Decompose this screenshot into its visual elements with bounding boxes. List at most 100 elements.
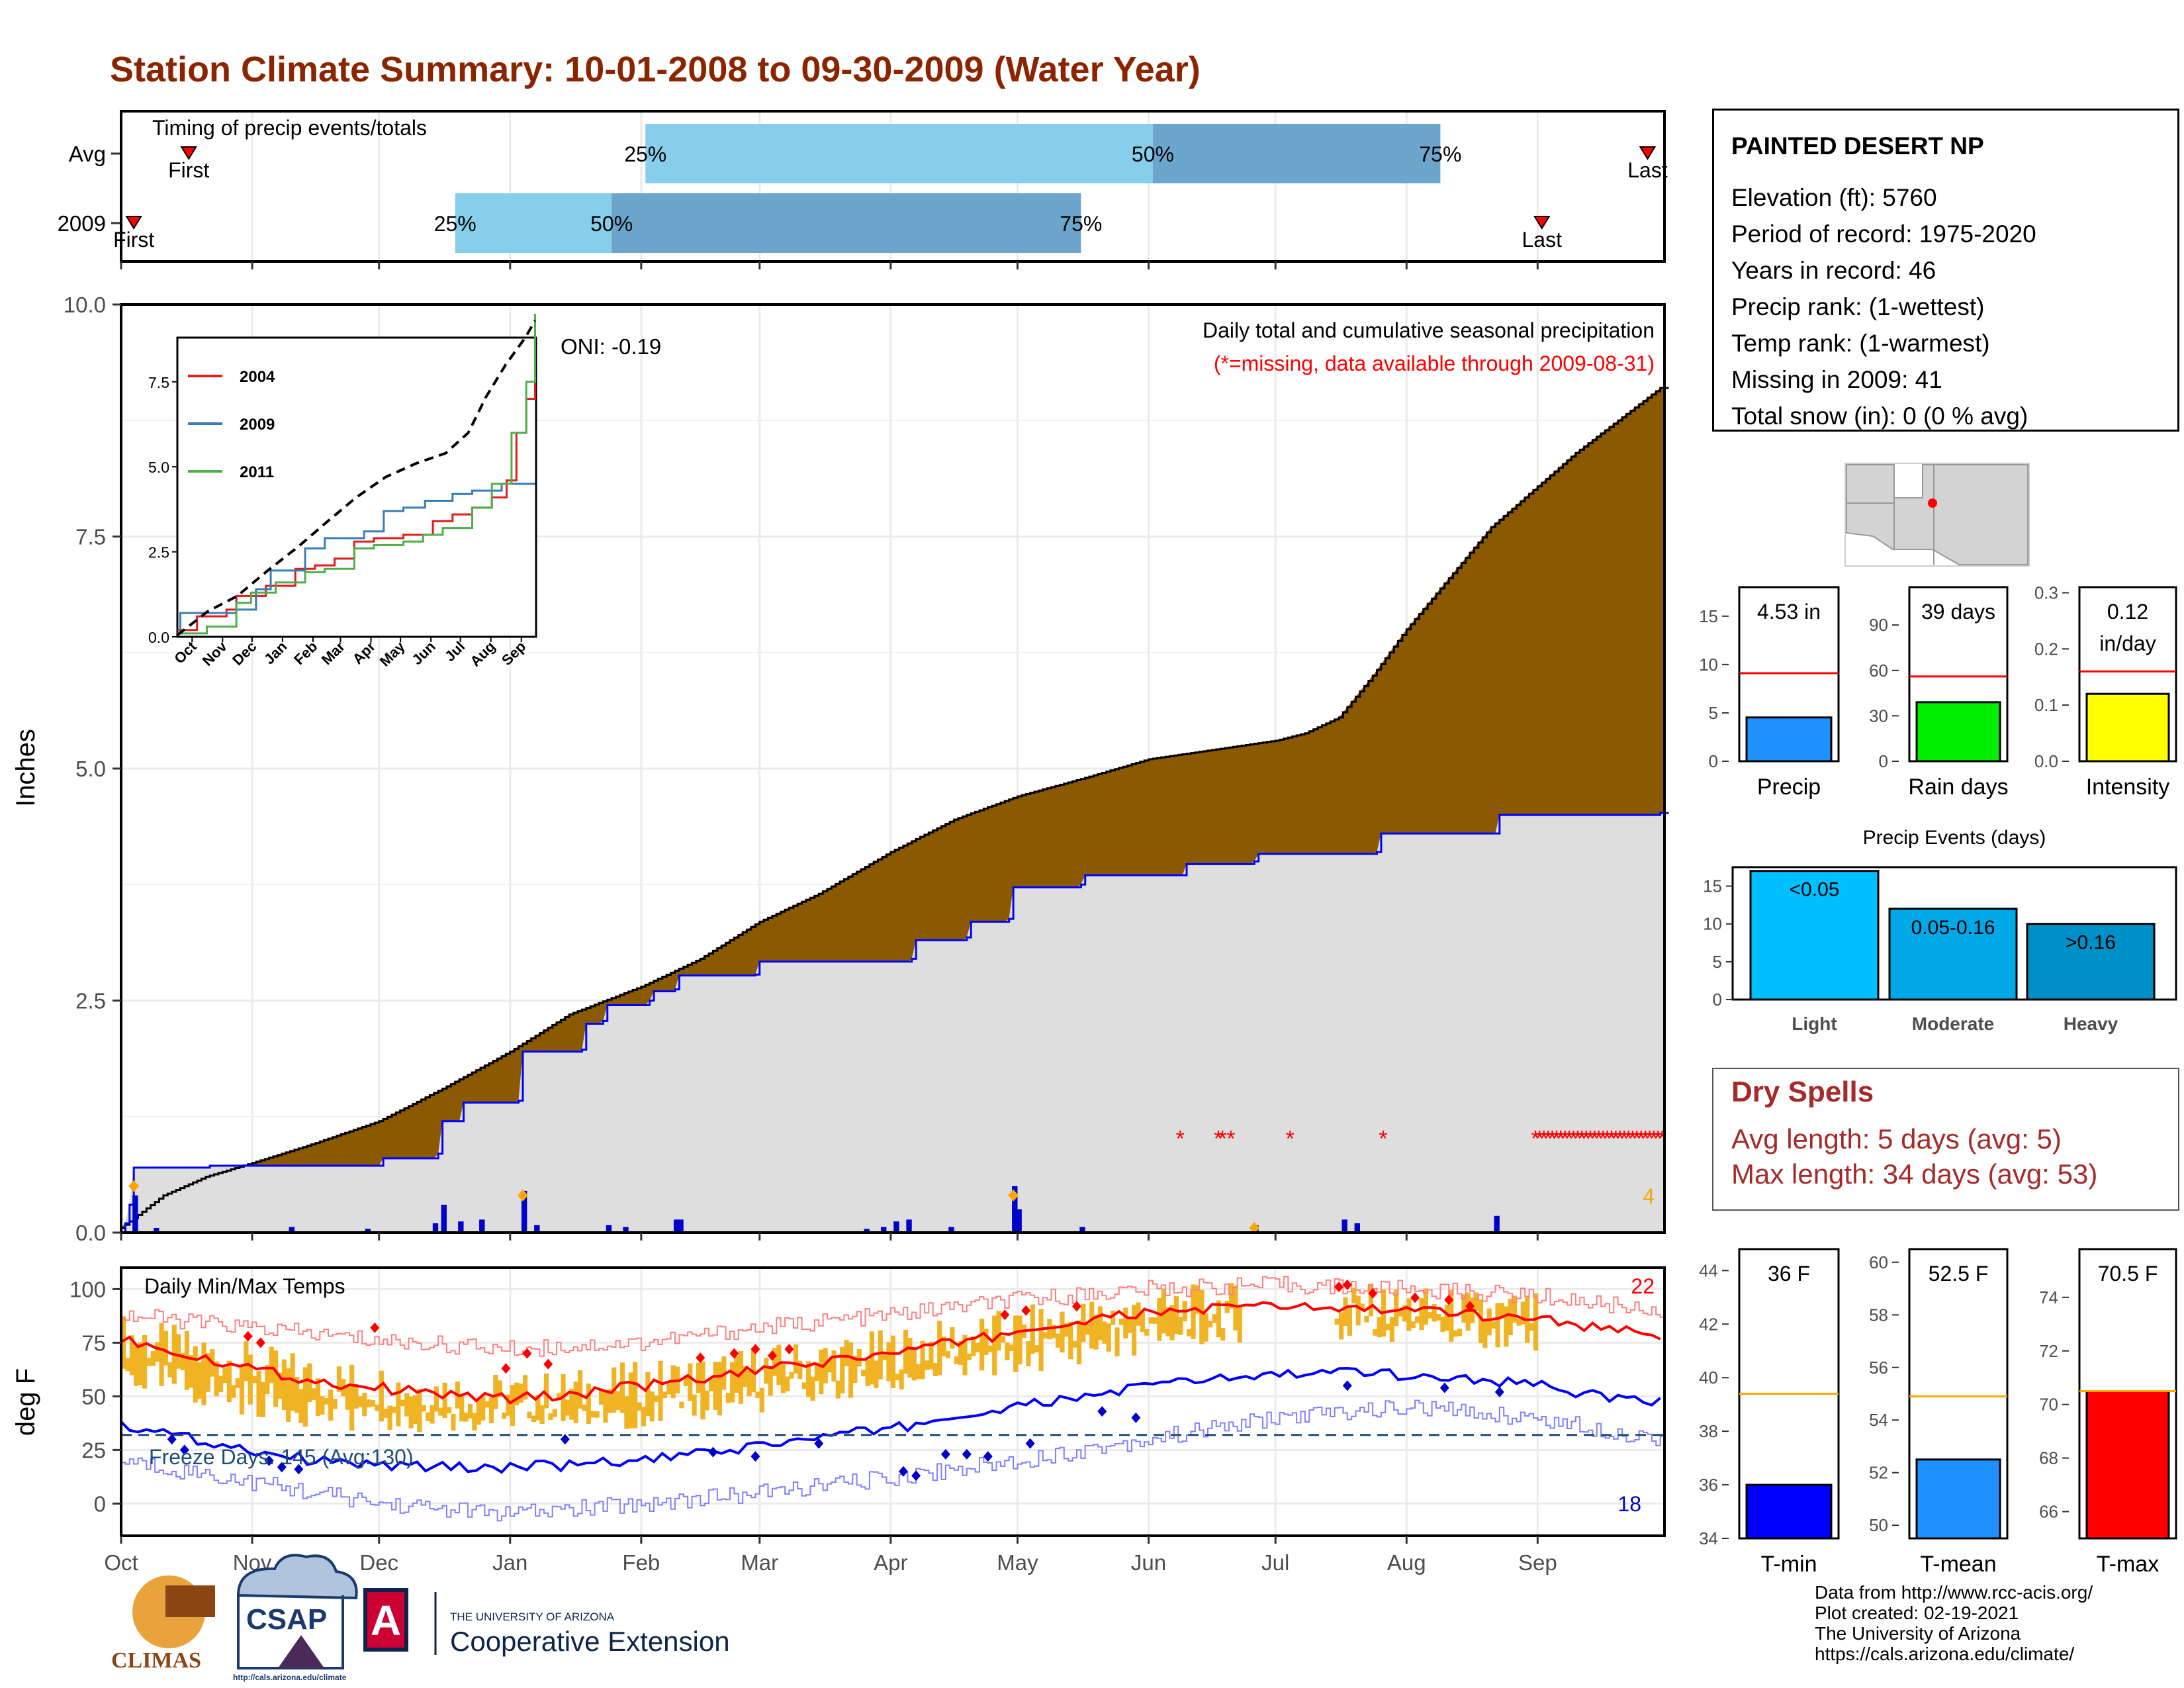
daily-temp-range-bar xyxy=(357,1396,363,1407)
daily-temp-range-bar xyxy=(1520,1301,1525,1325)
t-max-x-label: T-max xyxy=(2097,1552,2159,1577)
timing-marker xyxy=(180,146,198,160)
daily-temp-range-bar xyxy=(878,1330,883,1380)
t-mean-bar xyxy=(1915,1458,2001,1540)
missing-day-marker: * xyxy=(1649,1127,1658,1152)
daily-temp-range-bar xyxy=(218,1376,224,1393)
daily-temp-range-bar xyxy=(844,1340,849,1366)
daily-temp-range-bar xyxy=(488,1397,494,1424)
daily-temp-range-bar xyxy=(1140,1311,1145,1332)
temp-x-tick-label: Jul xyxy=(1261,1550,1289,1575)
timing-row-label: Avg xyxy=(69,142,106,166)
intensity-y-tick-label: 0.2 xyxy=(2034,639,2058,659)
daily-temp-range-bar xyxy=(142,1335,148,1389)
missing-day-marker: * xyxy=(1578,1127,1586,1152)
daily-temp-range-bar xyxy=(269,1346,274,1383)
precip-event-bar-label: >0.16 xyxy=(2066,932,2116,954)
timing-row-label: 2009 xyxy=(58,211,106,236)
t-min-y-tick-label: 40 xyxy=(1699,1368,1718,1387)
daily-temp-range-bar xyxy=(709,1378,714,1391)
rain-days-x-label: Rain days xyxy=(1908,774,2008,800)
daily-temp-range-bar xyxy=(180,1352,185,1370)
temp-panel-border xyxy=(120,1266,1666,1537)
missing-day-marker: * xyxy=(1286,1127,1295,1152)
daily-temp-range-bar xyxy=(1529,1323,1534,1331)
timing-bar-50-75 xyxy=(612,193,1081,253)
precip-total-x-label: Precip xyxy=(1757,774,1821,800)
daily-temp-range-bar xyxy=(937,1321,942,1376)
intensity-chart: 0.12 in/day 0.0 0.1 0.2 0.3 Intensity xyxy=(2034,583,2177,800)
daily-temp-range-bar xyxy=(1076,1320,1082,1365)
record-low-marker xyxy=(751,1451,760,1462)
daily-temp-range-bar xyxy=(1394,1289,1399,1327)
extreme-precip-marker xyxy=(128,1180,140,1192)
precip-y-tick-label: 0.0 xyxy=(75,1221,106,1245)
record-low-marker xyxy=(962,1448,972,1460)
record-low-marker xyxy=(294,1464,304,1475)
daily-temp-range-bar xyxy=(1440,1317,1445,1332)
daily-temp-range-bar xyxy=(1453,1330,1458,1337)
daily-precip-bar xyxy=(132,1195,138,1233)
daily-temp-range-bar xyxy=(848,1342,854,1398)
record-high-marker xyxy=(1342,1279,1352,1290)
precip-event-category: Heavy xyxy=(2064,1013,2118,1034)
timing-marker xyxy=(1639,146,1657,160)
daily-temp-range-bar xyxy=(628,1372,633,1429)
daily-precip-bar xyxy=(289,1227,295,1233)
daily-temp-range-bar xyxy=(1102,1321,1107,1344)
record-low-marker xyxy=(264,1455,274,1466)
record-low-marker xyxy=(167,1434,177,1445)
daily-temp-range-bar xyxy=(201,1342,206,1405)
record-high-marker xyxy=(243,1331,253,1342)
daily-temp-range-bar xyxy=(1026,1341,1031,1366)
daily-temp-range-bar xyxy=(1165,1307,1171,1336)
daily-temp-range-bar xyxy=(929,1341,934,1370)
daily-temp-range-bar xyxy=(1195,1285,1201,1314)
record-low-marker xyxy=(1494,1386,1504,1397)
rain-days-y-tick-label: 30 xyxy=(1869,706,1888,726)
daily-temp-range-bar xyxy=(764,1358,769,1384)
daily-temp-range-bar xyxy=(759,1387,764,1413)
daily-temp-range-bar xyxy=(996,1311,1001,1351)
daily-temp-range-bar xyxy=(167,1362,173,1378)
daily-temp-range-bar xyxy=(349,1364,355,1431)
temp-y-tick-label: 100 xyxy=(69,1277,106,1301)
record-high-marker xyxy=(1021,1305,1031,1316)
record-low-marker xyxy=(911,1470,921,1481)
station-temp-rank: Temp rank: (1-warmest) xyxy=(1731,330,1990,357)
record-low-marker xyxy=(983,1451,993,1462)
daily-precip-bar xyxy=(479,1219,485,1233)
daily-temp-range-bar xyxy=(637,1402,642,1411)
daily-precip-bar xyxy=(606,1225,612,1233)
daily-temp-range-bar xyxy=(362,1392,367,1417)
daily-temp-range-bar xyxy=(1224,1301,1230,1313)
daily-temp-range-bar xyxy=(835,1380,841,1399)
daily-temp-range-bar xyxy=(1373,1329,1378,1336)
ua-logo-small: THE UNIVERSITY OF ARIZONA xyxy=(450,1611,615,1623)
precip-deficit-area xyxy=(121,388,1664,1233)
daily-temp-range-bar xyxy=(717,1362,723,1416)
daily-temp-range-bar xyxy=(328,1389,334,1421)
daily-temp-range-bar xyxy=(966,1353,972,1360)
precip-event-category: Moderate xyxy=(1912,1013,1994,1034)
t-mean-chart: 52.5 F 50 52 54 56 58 60 T-mean xyxy=(1869,1248,2009,1577)
station-precip-rank: Precip rank: (1-wettest) xyxy=(1731,293,1985,320)
precip-events-y-tick-label: 15 xyxy=(1703,876,1722,896)
missing-day-marker: * xyxy=(1214,1127,1222,1152)
daily-temp-range-bar xyxy=(493,1374,498,1409)
daily-temp-range-bar xyxy=(743,1366,748,1387)
t-mean-y-tick-label: 52 xyxy=(1869,1463,1888,1483)
daily-temp-range-bar xyxy=(1339,1312,1344,1340)
temp-x-tick-label: Oct xyxy=(104,1550,138,1575)
daily-temp-range-bar xyxy=(768,1366,773,1396)
precip-y-tick-label: 2.5 xyxy=(75,989,106,1013)
record-high-marker xyxy=(1000,1309,1010,1321)
missing-day-marker: * xyxy=(1603,1127,1612,1152)
daily-temp-range-bar xyxy=(785,1376,790,1391)
normal-min-line xyxy=(120,1367,1661,1474)
daily-temp-range-bar xyxy=(831,1350,837,1382)
missing-day-marker: * xyxy=(1590,1127,1599,1152)
precip-event-bar-label: 0.05-0.16 xyxy=(1911,917,1995,939)
temp-x-tick-label: Sep xyxy=(1518,1550,1557,1575)
csap-mountain-icon xyxy=(278,1635,324,1668)
